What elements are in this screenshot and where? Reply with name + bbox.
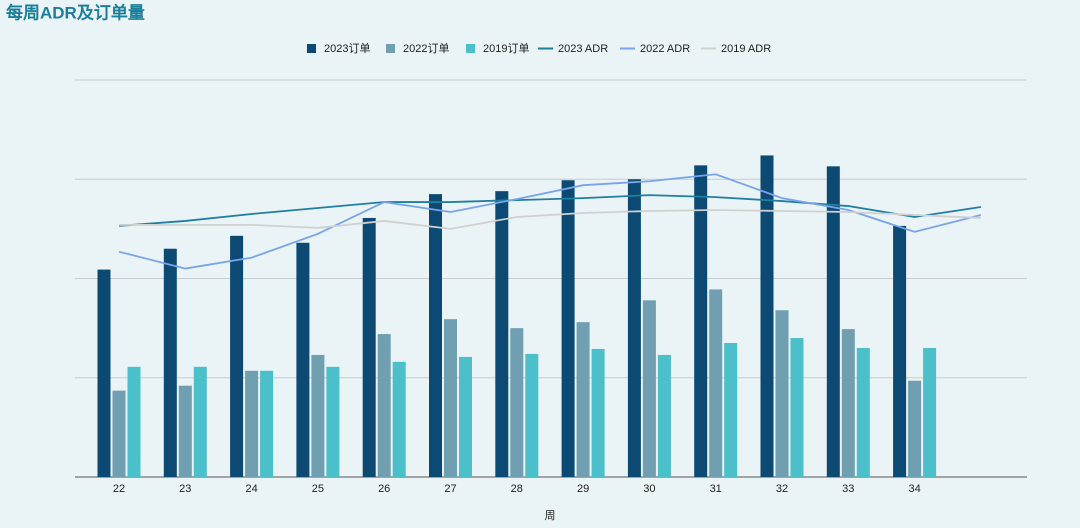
legend-swatch: [307, 44, 316, 53]
bar: [429, 194, 442, 477]
bar: [893, 225, 907, 477]
x-tick-label: 25: [312, 483, 324, 495]
bar: [459, 356, 472, 477]
bar: [296, 242, 310, 477]
x-tick-label: 30: [643, 483, 655, 495]
line: [118, 194, 982, 227]
legend-label: 2022 ADR: [640, 43, 690, 55]
x-tick-label: 27: [444, 483, 456, 495]
bar: [510, 328, 524, 477]
bar: [694, 165, 708, 478]
bar: [724, 343, 738, 477]
bar: [245, 370, 259, 477]
line: [118, 173, 982, 270]
x-tick-label: 31: [710, 483, 722, 495]
bar: [163, 248, 177, 477]
x-tick-label: 32: [776, 483, 788, 495]
bar: [193, 366, 207, 477]
bar: [260, 370, 274, 477]
legend-label: 2019 ADR: [721, 43, 771, 55]
x-tick-label: 28: [511, 483, 523, 495]
bar: [856, 347, 870, 477]
bar: [525, 353, 539, 477]
bar: [326, 366, 340, 477]
bar: [709, 289, 723, 477]
x-tick-label: 26: [378, 483, 390, 495]
bar: [392, 361, 406, 477]
bar: [841, 329, 855, 477]
legend-label: 2023订单: [324, 42, 370, 55]
bar: [826, 166, 840, 477]
bar: [657, 354, 671, 477]
bar: [790, 338, 804, 477]
x-tick-label: 24: [245, 483, 257, 495]
bar: [591, 348, 605, 477]
bar: [97, 269, 111, 477]
bar: [178, 385, 192, 477]
bar: [908, 380, 922, 477]
bar: [627, 179, 641, 477]
x-tick-label: 34: [908, 483, 920, 495]
bar: [561, 180, 575, 477]
line: [119, 209, 981, 230]
x-tick-label: 29: [577, 483, 589, 495]
bar: [923, 347, 937, 477]
x-tick-label: 23: [179, 483, 191, 495]
chart-title: 每周ADR及订单量: [6, 2, 145, 22]
x-axis-label: 周: [545, 509, 556, 522]
bar: [362, 217, 376, 477]
bar: [230, 235, 244, 477]
bar: [311, 354, 325, 477]
bar: [775, 310, 789, 477]
bar: [760, 155, 774, 477]
legend-label: 2023 ADR: [558, 43, 608, 55]
bar: [576, 322, 590, 477]
bar: [112, 390, 126, 477]
bar: [127, 366, 141, 477]
bar: [495, 191, 509, 477]
bar: [642, 300, 656, 477]
legend-swatch: [466, 44, 475, 53]
legend-label: 2019订单: [483, 42, 529, 55]
bar: [444, 319, 457, 477]
x-tick-label: 33: [842, 483, 854, 495]
x-tick-label: 22: [113, 483, 125, 495]
bar: [377, 334, 391, 477]
legend-swatch: [386, 44, 395, 53]
legend-label: 2022订单: [403, 42, 449, 55]
